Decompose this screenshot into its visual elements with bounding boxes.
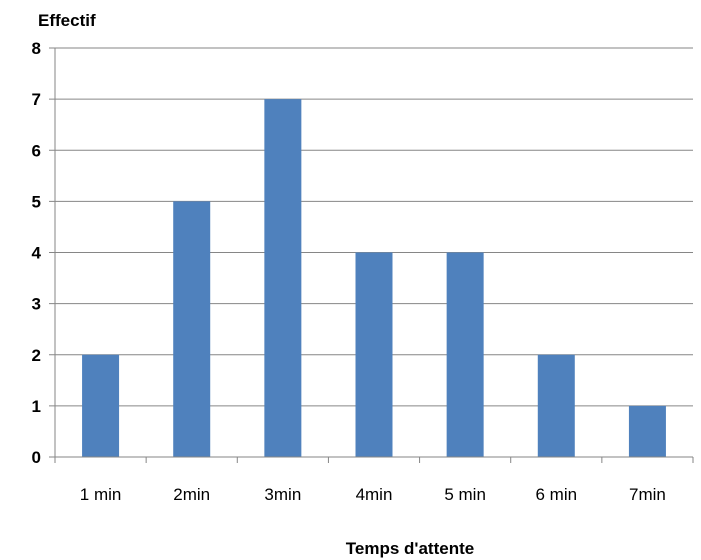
- x-tick-label: 5 min: [444, 485, 486, 504]
- x-tick-label: 7min: [629, 485, 666, 504]
- axes: [49, 47, 694, 463]
- y-tick-label: 4: [32, 244, 42, 263]
- x-tick-label: 1 min: [80, 485, 122, 504]
- x-axis-title: Temps d'attente: [346, 539, 474, 558]
- tick-labels: 0 1 2 3 4 5 6 7 8 1 min 2min 3min 4min 5 min 6 min 7min: [32, 39, 666, 504]
- x-tick-label: 6 min: [535, 485, 577, 504]
- y-tick-label: 0: [32, 448, 41, 467]
- y-tick-label: 1: [32, 397, 41, 416]
- y-axis-title: Effectif: [38, 11, 96, 30]
- y-tick-label: 3: [32, 295, 41, 314]
- x-tick-label: 2min: [173, 485, 210, 504]
- y-tick-label: 2: [32, 346, 41, 365]
- x-tick-label: 4min: [356, 485, 393, 504]
- bars: [82, 99, 666, 457]
- bar-5: [446, 252, 484, 457]
- bar-7: [628, 405, 666, 457]
- y-tick-label: 7: [32, 90, 41, 109]
- y-tick-label: 5: [32, 192, 41, 211]
- y-tick-label: 6: [32, 141, 41, 160]
- bar-6: [537, 354, 575, 457]
- bar-1: [82, 354, 120, 457]
- bar-4: [355, 252, 393, 457]
- bar-3: [264, 99, 302, 457]
- bar-2: [173, 201, 211, 457]
- y-tick-label: 8: [32, 39, 41, 58]
- x-tick-label: 3min: [264, 485, 301, 504]
